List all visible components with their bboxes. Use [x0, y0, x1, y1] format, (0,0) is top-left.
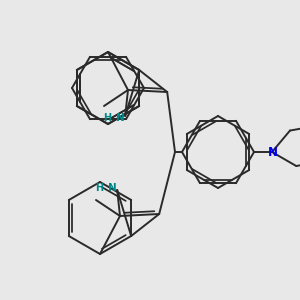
- Text: N: N: [108, 183, 117, 193]
- Text: H: H: [103, 113, 111, 123]
- Text: N: N: [116, 113, 124, 123]
- Text: N: N: [268, 146, 278, 158]
- Text: H: H: [95, 183, 103, 193]
